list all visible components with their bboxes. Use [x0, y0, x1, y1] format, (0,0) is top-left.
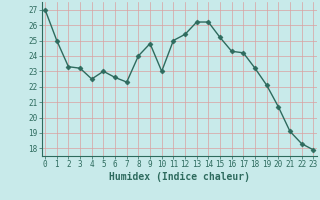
X-axis label: Humidex (Indice chaleur): Humidex (Indice chaleur)	[109, 172, 250, 182]
